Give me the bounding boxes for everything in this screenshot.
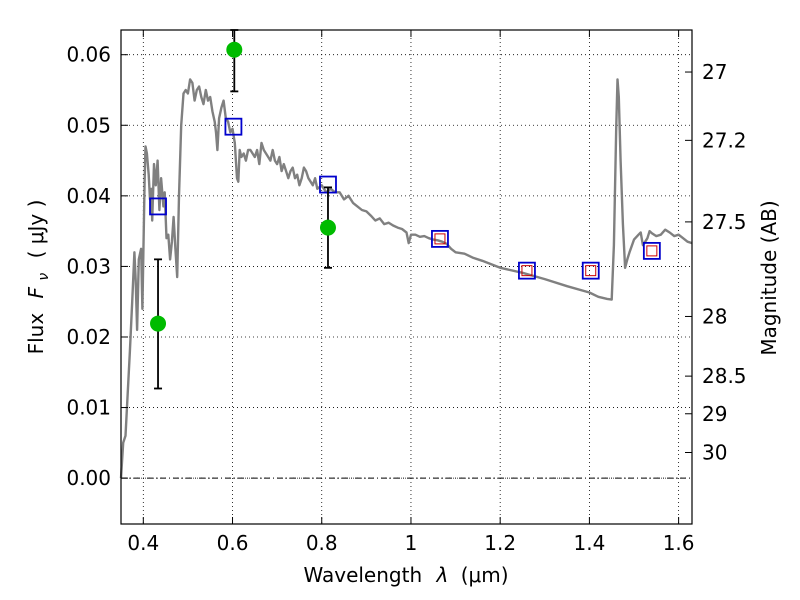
y-axis-label-unit: ( μJy ) <box>24 200 48 259</box>
observed-flux-point <box>319 219 336 236</box>
y-axis-label: Flux F ν ( μJy ) <box>24 200 53 355</box>
x-tick-label: 1.2 <box>484 531 516 555</box>
y-tick-label: 0.00 <box>66 466 111 490</box>
y-tick-label: 0.04 <box>66 184 111 208</box>
right-tick-label: 29 <box>702 402 727 426</box>
x-tick-label: 1.6 <box>663 531 695 555</box>
x-axis-label: Wavelength λ (μm) <box>303 563 508 587</box>
x-axis-label-symbol: λ <box>436 563 449 587</box>
x-tick-label: 0.6 <box>217 531 249 555</box>
model-flux-square <box>431 229 449 248</box>
y-tick-label: 0.03 <box>66 254 111 278</box>
right-tick-label: 27.5 <box>702 210 747 234</box>
right-tick-label: 27.2 <box>702 128 747 152</box>
x-tick-label: 1.4 <box>573 531 605 555</box>
model-flux-inner-square <box>585 265 597 277</box>
y-axis-label-flux: Flux <box>24 313 48 355</box>
y-axis-label-symbol: F <box>24 286 48 298</box>
model-flux-inner-square <box>646 245 658 257</box>
plot-frame <box>120 29 693 525</box>
x-tick-label: 0.4 <box>127 531 159 555</box>
series-layer <box>119 29 693 479</box>
model-flux-square <box>224 117 243 136</box>
right-tick-label: 28.5 <box>702 364 747 388</box>
x-axis-label-text: Wavelength <box>303 563 422 587</box>
right-tick-label: 28 <box>702 304 727 328</box>
tick-layer: 0.4 0.6 0.8 1 1.2 1.4 1.6 0.00 0.01 0.02 0.03 0.04 0… <box>66 30 747 555</box>
model-sed-line <box>119 78 693 479</box>
model-flux-square <box>581 261 600 280</box>
y-tick-label: 0.01 <box>66 396 111 420</box>
model-flux-inner-square <box>521 265 533 277</box>
y-tick-label: 0.05 <box>66 113 111 137</box>
x-axis-label-unit: (μm) <box>461 563 509 587</box>
y-axis-label-subscript: ν <box>36 273 52 281</box>
right-tick-label: 27 <box>702 60 727 84</box>
observed-flux-point <box>226 41 243 58</box>
model-flux-square <box>149 197 167 216</box>
right-tick-label: 30 <box>702 441 727 465</box>
x-tick-label: 0.8 <box>306 531 338 555</box>
y-tick-label: 0.02 <box>66 325 111 349</box>
y-tick-label: 0.06 <box>66 43 111 67</box>
observed-flux-point <box>150 315 167 332</box>
model-flux-square <box>642 241 661 260</box>
model-flux-inner-square <box>434 233 446 245</box>
right-axis-label: Magnitude (AB) <box>757 200 781 355</box>
model-flux-square <box>518 261 536 280</box>
x-tick-label: 1 <box>405 531 418 555</box>
